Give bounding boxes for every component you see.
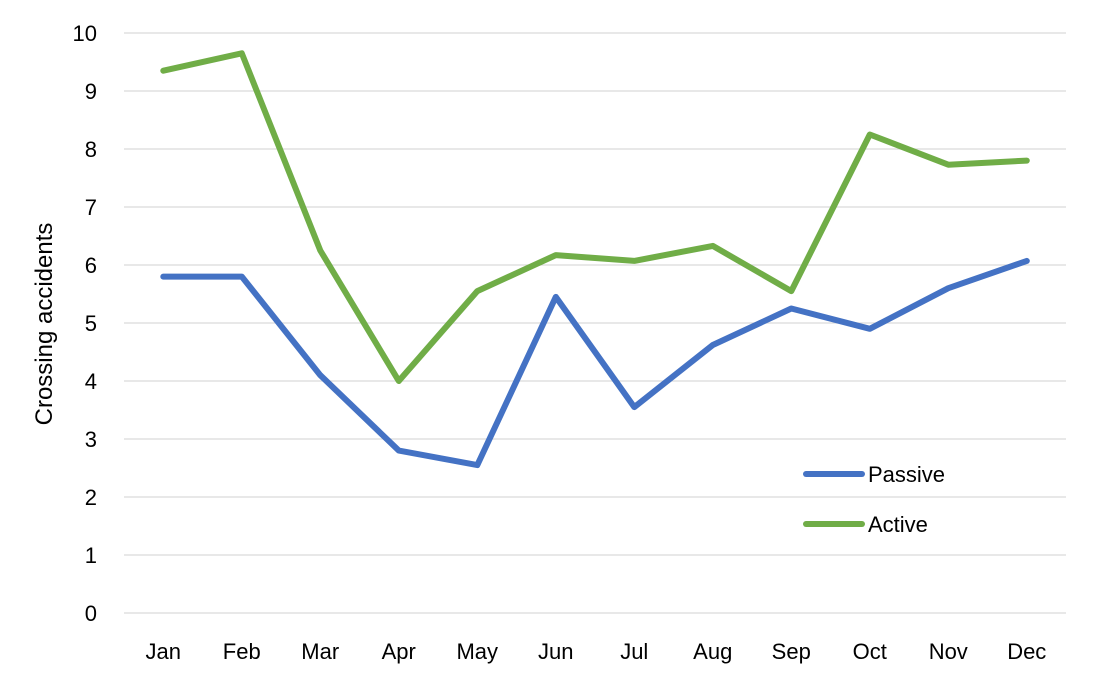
y-tick-label: 3 — [85, 427, 97, 452]
x-tick-label: Aug — [693, 639, 732, 664]
x-tick-label: Sep — [772, 639, 811, 664]
data-point-active — [867, 132, 873, 138]
y-tick-label: 1 — [85, 543, 97, 568]
data-point-passive — [710, 342, 716, 348]
x-axis-tick-labels: Jan Feb Mar Apr May Jun Jul Aug Sep Oct Nov Dec — [146, 639, 1047, 664]
data-point-active — [317, 248, 323, 254]
x-tick-label: Feb — [223, 639, 261, 664]
data-point-passive — [553, 294, 559, 300]
series-line-active — [160, 50, 1030, 384]
data-point-active — [788, 288, 794, 294]
legend: Passive Active — [803, 462, 945, 537]
data-point-passive — [239, 274, 245, 280]
data-point-active — [1024, 158, 1030, 164]
y-tick-label: 2 — [85, 485, 97, 510]
x-tick-label: Nov — [929, 639, 968, 664]
data-point-passive — [1024, 258, 1030, 264]
x-tick-label: May — [456, 639, 498, 664]
y-axis-label: Crossing accidents — [31, 223, 58, 426]
data-point-active — [160, 68, 166, 74]
data-point-passive — [160, 274, 166, 280]
x-tick-label: Jun — [538, 639, 573, 664]
data-point-active — [710, 243, 716, 249]
data-point-active — [239, 50, 245, 56]
data-point-passive — [631, 404, 637, 410]
y-tick-label: 7 — [85, 195, 97, 220]
data-point-active — [631, 258, 637, 264]
y-tick-label: 6 — [85, 253, 97, 278]
data-point-passive — [396, 448, 402, 454]
y-axis-tick-labels: 0 1 2 3 4 5 6 7 8 9 10 — [73, 21, 97, 626]
data-point-active — [553, 252, 559, 258]
data-point-passive — [867, 326, 873, 332]
data-point-active — [396, 378, 402, 384]
y-tick-label: 9 — [85, 79, 97, 104]
legend-label-active: Active — [868, 512, 928, 537]
y-tick-label: 4 — [85, 369, 97, 394]
x-tick-label: Dec — [1007, 639, 1046, 664]
x-tick-label: Jan — [146, 639, 181, 664]
data-point-passive — [317, 372, 323, 378]
series-line-passive — [160, 257, 1030, 469]
y-tick-label: 0 — [85, 601, 97, 626]
legend-label-passive: Passive — [868, 462, 945, 487]
data-point-passive — [945, 285, 951, 291]
x-tick-label: Mar — [301, 639, 339, 664]
y-tick-label: 5 — [85, 311, 97, 336]
series-lines — [160, 50, 1030, 469]
x-tick-label: Oct — [853, 639, 887, 664]
x-tick-label: Apr — [382, 639, 416, 664]
y-tick-label: 8 — [85, 137, 97, 162]
data-point-active — [945, 162, 951, 168]
x-tick-label: Jul — [620, 639, 648, 664]
data-point-passive — [788, 306, 794, 312]
y-tick-label: 10 — [73, 21, 97, 46]
data-point-active — [474, 288, 480, 294]
data-point-passive — [474, 462, 480, 468]
